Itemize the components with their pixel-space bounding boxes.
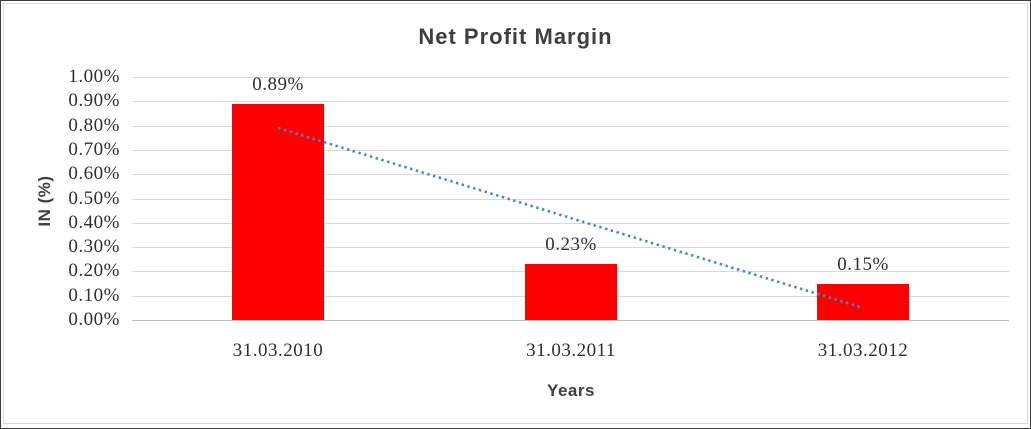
y-axis-tick-label: 0.80%	[68, 115, 120, 136]
y-axis-tick-label: 0.50%	[68, 188, 120, 209]
y-axis-tick-label: 0.60%	[68, 163, 120, 184]
y-axis-tick-label: 0.90%	[68, 90, 120, 111]
x-axis-line	[132, 320, 1009, 321]
y-axis-tick-label: 0.70%	[68, 139, 120, 160]
y-axis-tick-label: 0.40%	[68, 212, 120, 233]
x-axis-tick-label: 31.03.2010	[232, 340, 324, 361]
y-axis-tick-label: 0.20%	[68, 260, 120, 281]
y-axis-tick-label: 1.00%	[68, 66, 120, 87]
data-label: 0.15%	[837, 254, 889, 275]
y-axis-tick-label: 0.00%	[68, 309, 120, 330]
gridline	[132, 126, 1009, 127]
x-axis-tick-label: 31.03.2012	[817, 340, 909, 361]
chart-title: Net Profit Margin	[418, 24, 613, 49]
y-axis-tick-label: 0.30%	[68, 236, 120, 257]
gridline	[132, 77, 1009, 78]
bar-31.03.2010	[232, 104, 324, 320]
data-label: 0.23%	[545, 234, 597, 255]
x-axis-title: Years	[547, 381, 595, 400]
data-label: 0.89%	[252, 74, 304, 95]
gridline	[132, 101, 1009, 102]
bar-31.03.2012	[817, 284, 909, 320]
bar-31.03.2011	[525, 264, 617, 320]
x-axis-tick-label: 31.03.2011	[526, 340, 616, 361]
y-axis-tick-label: 0.10%	[68, 285, 120, 306]
